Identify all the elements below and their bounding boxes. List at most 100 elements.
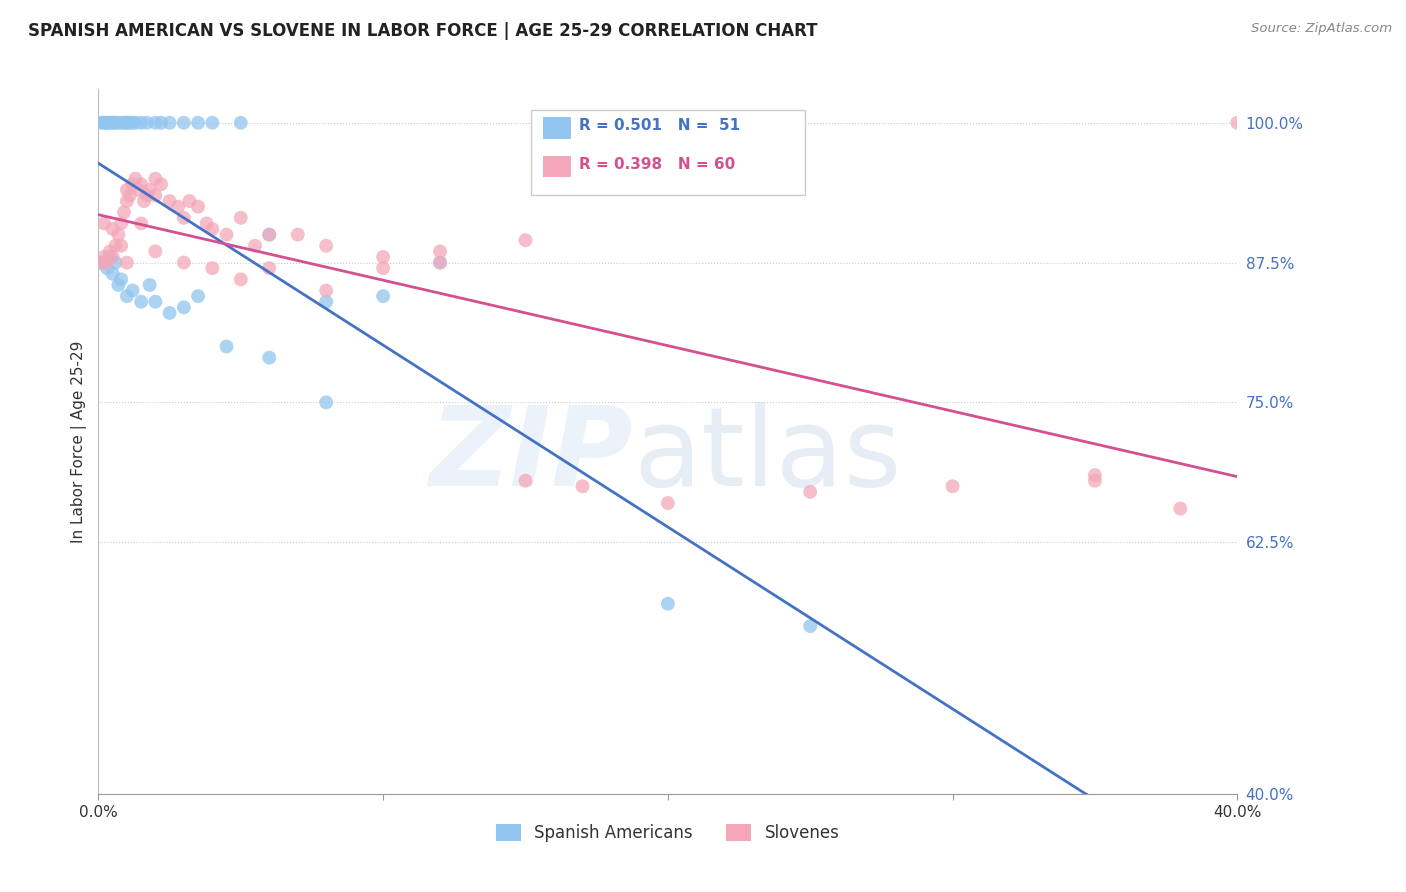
- Point: [107, 116, 129, 130]
- Point: [129, 216, 152, 230]
- Point: [159, 306, 181, 320]
- Point: [121, 284, 143, 298]
- Point: [1226, 116, 1249, 130]
- Point: [201, 222, 224, 236]
- Text: R = 0.501   N =  51: R = 0.501 N = 51: [579, 119, 740, 133]
- Point: [942, 479, 965, 493]
- Point: [96, 116, 118, 130]
- Point: [571, 479, 593, 493]
- Point: [101, 222, 124, 236]
- Point: [173, 255, 195, 269]
- Point: [107, 277, 129, 292]
- Point: [799, 619, 821, 633]
- Point: [173, 211, 195, 225]
- Point: [371, 261, 394, 276]
- Point: [101, 116, 124, 130]
- Point: [104, 255, 127, 269]
- Point: [215, 227, 238, 242]
- Point: [259, 351, 281, 365]
- Point: [98, 244, 121, 259]
- Bar: [543, 156, 571, 178]
- Point: [1084, 474, 1107, 488]
- Point: [1170, 501, 1192, 516]
- Point: [112, 116, 135, 130]
- Point: [145, 116, 167, 130]
- Point: [145, 294, 167, 309]
- Point: [90, 255, 112, 269]
- Y-axis label: In Labor Force | Age 25-29: In Labor Force | Age 25-29: [72, 341, 87, 542]
- Point: [135, 188, 157, 202]
- Point: [138, 183, 160, 197]
- Point: [315, 294, 337, 309]
- Point: [93, 116, 115, 130]
- Point: [112, 205, 135, 219]
- Point: [201, 116, 224, 130]
- Point: [229, 272, 252, 286]
- Point: [115, 255, 138, 269]
- Point: [515, 233, 537, 247]
- Point: [132, 194, 155, 208]
- Point: [93, 250, 115, 264]
- Point: [187, 116, 209, 130]
- Point: [429, 255, 451, 269]
- Point: [101, 267, 124, 281]
- Point: [110, 239, 132, 253]
- Point: [107, 227, 129, 242]
- Point: [259, 227, 281, 242]
- Point: [135, 116, 157, 130]
- Point: [104, 116, 127, 130]
- Point: [96, 255, 118, 269]
- Point: [93, 116, 115, 130]
- Point: [90, 116, 112, 130]
- Point: [138, 277, 160, 292]
- Point: [243, 239, 266, 253]
- Point: [121, 178, 143, 192]
- Point: [195, 216, 218, 230]
- Point: [429, 244, 451, 259]
- Text: 0.0%: 0.0%: [79, 805, 118, 820]
- Point: [98, 116, 121, 130]
- Text: ZIP: ZIP: [430, 402, 634, 509]
- Point: [315, 395, 337, 409]
- Point: [115, 116, 138, 130]
- Point: [150, 116, 173, 130]
- Point: [98, 250, 121, 264]
- Point: [287, 227, 309, 242]
- Point: [124, 171, 146, 186]
- Point: [229, 116, 252, 130]
- Point: [515, 474, 537, 488]
- Point: [110, 216, 132, 230]
- Point: [124, 116, 146, 130]
- Point: [90, 255, 112, 269]
- Point: [259, 227, 281, 242]
- Point: [799, 484, 821, 499]
- Point: [429, 255, 451, 269]
- Point: [173, 116, 195, 130]
- Point: [129, 178, 152, 192]
- Point: [229, 211, 252, 225]
- Point: [159, 194, 181, 208]
- Point: [110, 116, 132, 130]
- Point: [145, 188, 167, 202]
- Point: [96, 261, 118, 276]
- Text: Source: ZipAtlas.com: Source: ZipAtlas.com: [1251, 22, 1392, 36]
- Point: [173, 301, 195, 315]
- Text: atlas: atlas: [634, 402, 903, 509]
- Point: [96, 116, 118, 130]
- Point: [101, 116, 124, 130]
- Point: [315, 239, 337, 253]
- Point: [657, 496, 679, 510]
- Point: [104, 239, 127, 253]
- Bar: [531, 111, 804, 194]
- Point: [315, 284, 337, 298]
- Point: [145, 171, 167, 186]
- Point: [129, 116, 152, 130]
- Point: [115, 116, 138, 130]
- Point: [115, 183, 138, 197]
- Point: [93, 216, 115, 230]
- Point: [179, 194, 201, 208]
- Point: [215, 339, 238, 353]
- Point: [371, 250, 394, 264]
- Text: SPANISH AMERICAN VS SLOVENE IN LABOR FORCE | AGE 25-29 CORRELATION CHART: SPANISH AMERICAN VS SLOVENE IN LABOR FOR…: [28, 22, 818, 40]
- Point: [93, 255, 115, 269]
